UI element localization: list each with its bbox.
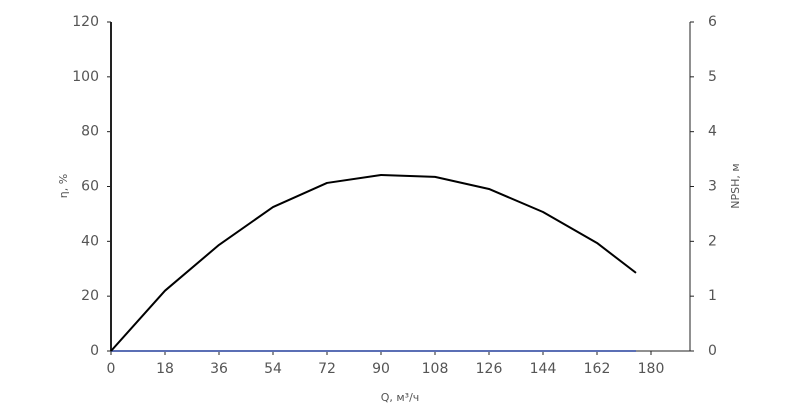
y-axis-label: η, % — [57, 174, 70, 198]
x-axis-label: Q, м³/ч — [381, 391, 420, 404]
x-tick-label: 54 — [264, 361, 282, 377]
y-tick-label: 80 — [81, 124, 99, 140]
y2-tick-label: 6 — [708, 14, 717, 30]
series-line — [110, 173, 637, 352]
y2-axis-label: NPSH, м — [729, 163, 742, 208]
y-tick-label: 40 — [81, 233, 99, 249]
x-tick-label: 36 — [210, 361, 228, 377]
y2-tick-label: 0 — [708, 343, 717, 359]
y2-tick-label: 5 — [708, 69, 717, 85]
x-tick-label: 18 — [156, 361, 174, 377]
x-tick-label: 162 — [584, 361, 611, 377]
x-tick-label: 90 — [372, 361, 390, 377]
y-tick-label: 100 — [72, 69, 99, 85]
x-tick-label: 72 — [318, 361, 336, 377]
x-tick-label: 126 — [476, 361, 503, 377]
x-tick-label: 108 — [422, 361, 449, 377]
y-tick-label: 20 — [81, 288, 99, 304]
x-tick-label: 180 — [638, 361, 665, 377]
x-tick-label: 144 — [530, 361, 557, 377]
y-tick-label: 60 — [81, 179, 99, 195]
y-tick-label: 120 — [72, 14, 99, 30]
y2-tick-label: 1 — [708, 288, 717, 304]
y2-tick-label: 2 — [708, 233, 717, 249]
x-tick-label: 0 — [107, 361, 116, 377]
y-tick-label: 0 — [90, 343, 99, 359]
y2-tick-label: 4 — [708, 124, 717, 140]
y2-tick-label: 3 — [708, 179, 717, 195]
